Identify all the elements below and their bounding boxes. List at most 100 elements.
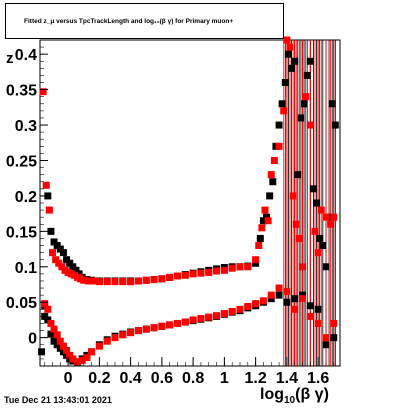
data-point [220, 266, 228, 274]
data-point [327, 220, 335, 228]
x-axis-label-main: log [260, 386, 284, 403]
data-point [111, 278, 119, 286]
data-point [236, 263, 244, 271]
data-point [267, 171, 275, 179]
data-point [53, 341, 61, 349]
x-tick-label: 0.8 [182, 370, 204, 387]
data-point [205, 268, 213, 276]
data-point [74, 358, 81, 366]
data-point [306, 121, 314, 129]
data-point [49, 249, 56, 257]
y-tick-label: 0.25 [6, 153, 37, 170]
y-tick-label: 0 [28, 331, 37, 348]
data-point [255, 242, 263, 250]
x-tick-label: 0.6 [151, 370, 173, 387]
x-tick-label: 0.2 [88, 370, 110, 387]
data-point [69, 355, 77, 363]
data-point [275, 142, 283, 150]
data-point [63, 256, 71, 264]
data-point [45, 206, 53, 214]
data-point [299, 291, 306, 299]
data-point [278, 100, 286, 108]
y-tick-label: 0.1 [15, 260, 37, 277]
data-point [72, 266, 80, 274]
data-point [322, 341, 330, 349]
data-point [89, 277, 97, 285]
data-point [306, 312, 314, 320]
data-point [134, 327, 142, 335]
data-point [258, 224, 266, 232]
data-point [330, 213, 338, 221]
x-tick-label: 1 [220, 370, 229, 387]
data-point [286, 43, 294, 51]
data-point [244, 302, 252, 310]
data-point [322, 263, 330, 271]
y-tick-label: 0.2 [15, 189, 37, 206]
data-point [259, 217, 267, 225]
x-axis-label: log10(β γ) [260, 386, 329, 406]
data-point [292, 220, 300, 228]
data-point [59, 249, 67, 257]
data-point [266, 192, 274, 200]
x-tick-label: 1.4 [276, 370, 298, 387]
data-point [47, 330, 55, 338]
data-point [228, 307, 236, 315]
data-point [83, 353, 91, 361]
data-point [297, 114, 305, 122]
data-point [283, 288, 291, 296]
data-point [56, 245, 64, 253]
data-point [319, 242, 327, 250]
data-point [150, 324, 158, 332]
data-point [314, 305, 322, 313]
data-point [264, 217, 272, 225]
data-point [314, 249, 322, 257]
data-point [119, 331, 127, 339]
data-point [259, 297, 267, 305]
data-point [300, 100, 308, 108]
data-point [63, 346, 71, 354]
data-point [252, 300, 260, 308]
data-point [269, 178, 277, 186]
data-point [75, 270, 83, 278]
data-point [181, 271, 189, 279]
data-point [50, 325, 58, 333]
data-point [331, 121, 339, 129]
data-point [236, 305, 244, 313]
data-points-layer [38, 36, 339, 366]
data-point [39, 88, 47, 96]
data-point [306, 57, 314, 65]
data-point [84, 277, 92, 285]
data-point [59, 342, 67, 350]
data-point [189, 270, 197, 278]
x-tick-label: 1.6 [307, 370, 329, 387]
data-point [275, 121, 283, 129]
data-point [44, 316, 52, 324]
data-point [291, 305, 299, 313]
data-point [283, 36, 291, 44]
data-point [66, 351, 74, 359]
y-tick-label: 0.05 [6, 295, 37, 312]
data-point [142, 325, 150, 333]
data-point [295, 234, 303, 242]
data-point [288, 64, 296, 72]
data-point [294, 171, 302, 179]
data-point [119, 278, 127, 286]
x-tick-label: 0.4 [120, 370, 142, 387]
data-point [302, 93, 310, 101]
x-tick-label: 1.2 [245, 370, 267, 387]
data-point [270, 156, 278, 164]
data-point [311, 227, 319, 235]
x-tick-label: 0 [64, 370, 73, 387]
data-point [142, 276, 150, 284]
data-point [306, 302, 314, 310]
data-point [95, 278, 103, 286]
data-point [263, 213, 271, 221]
data-point [283, 298, 291, 306]
data-point [50, 337, 58, 345]
data-point [66, 259, 74, 267]
data-point [267, 291, 275, 299]
data-point [314, 319, 322, 327]
data-point [322, 213, 330, 221]
data-point [284, 50, 292, 58]
